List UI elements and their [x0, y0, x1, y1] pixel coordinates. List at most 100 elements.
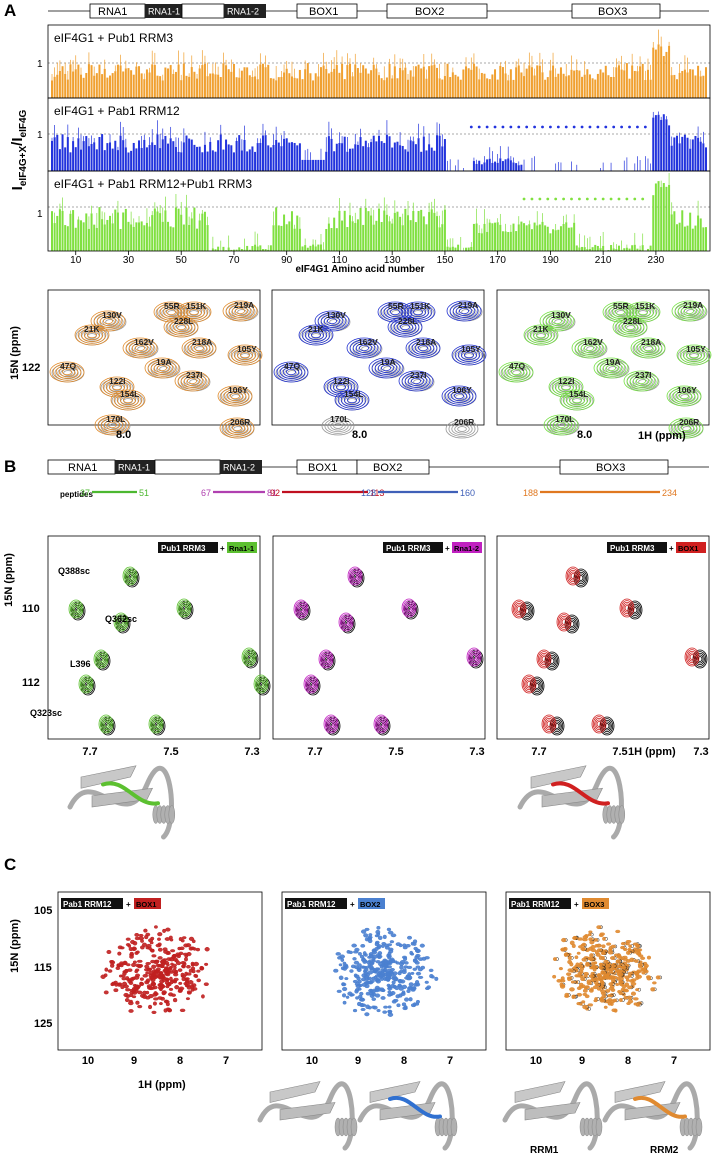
intensity-bar [623, 248, 626, 251]
intensity-bar [370, 70, 373, 98]
peak [156, 937, 161, 941]
intensity-bar [122, 140, 125, 171]
intensity-bar [462, 69, 465, 98]
peak [599, 932, 605, 936]
intensity-bar [565, 76, 568, 98]
domain-b-rna1-2: RNA1-2 [223, 463, 255, 473]
contour-level [172, 322, 190, 332]
peak [388, 1009, 393, 1015]
contour-level [410, 377, 426, 387]
intensity-bar [238, 135, 241, 171]
intensity-bar [222, 246, 225, 251]
peak [552, 974, 557, 979]
intensity-bar [517, 224, 520, 251]
contour-level [570, 573, 576, 579]
intensity-bar [269, 245, 272, 251]
intensity-ratio-ylabel: IeIF4G+X/IeIF4G [9, 109, 29, 190]
peak [589, 953, 594, 958]
contour-level [93, 649, 109, 669]
contour-level [131, 343, 149, 353]
peak [354, 947, 360, 952]
peak [602, 936, 606, 941]
intensity-bar [209, 141, 212, 171]
intensity-bar [169, 65, 172, 98]
contour-level [689, 654, 695, 660]
peak [117, 951, 122, 956]
intensity-bar [475, 66, 478, 98]
intensity-bar [683, 134, 686, 171]
contour-level [234, 307, 246, 315]
helix-turn [695, 1117, 703, 1137]
intensity-bar [119, 228, 122, 251]
contour-level [94, 651, 108, 667]
ligand-tag-bg [452, 542, 482, 553]
peptide-start: 67 [201, 488, 211, 498]
intensity-bar [636, 248, 639, 251]
xtick-7.5: 7.5 [163, 746, 178, 758]
intensity-bar [662, 183, 665, 251]
contour-level [177, 325, 187, 331]
intensity-bar [319, 244, 322, 251]
intensity-bar [264, 67, 267, 98]
intensity-bar [454, 74, 457, 98]
intensity-bar [420, 68, 423, 98]
peak-label-228L: 228L [623, 316, 642, 326]
contour-level [596, 721, 602, 727]
peak [369, 961, 375, 966]
intensity-bar [69, 213, 72, 251]
intensity-bar [203, 211, 206, 251]
intensity-bar [235, 77, 238, 98]
contour-level [595, 719, 603, 729]
contour-level [602, 719, 612, 733]
intensity-bar [383, 142, 386, 171]
intensity-bar [702, 227, 705, 251]
peak [386, 971, 390, 977]
intensity-bar [409, 70, 412, 98]
protein-tag-bg [61, 898, 123, 909]
panel-b-ylabel: 15N (ppm) [3, 553, 15, 607]
intensity-bar [180, 214, 183, 251]
intensity-bar [251, 246, 254, 251]
intensity-bar [486, 231, 489, 251]
contour-level [608, 366, 618, 372]
panel-a-xunit: 1H (ppm) [638, 430, 686, 442]
intensity-bar [217, 74, 220, 98]
domain-b-box2: BOX2 [373, 462, 402, 474]
intensity-bar [148, 72, 151, 98]
contour-level [81, 677, 91, 691]
contour-level [546, 721, 552, 727]
peak [626, 995, 633, 1000]
intensity-bar [559, 226, 562, 251]
peak-label-L396: L396 [70, 659, 91, 669]
intensity-bar [430, 65, 433, 98]
intensity-bar [156, 75, 159, 98]
intensity-bar [699, 218, 702, 251]
contour-level [604, 723, 610, 729]
contour-level [560, 617, 568, 627]
domain-b-rna1: RNA1 [68, 462, 97, 474]
peptide-start: 188 [523, 488, 538, 498]
contour-level [583, 344, 595, 352]
intensity-bar [536, 225, 539, 251]
peak [364, 1012, 370, 1017]
intensity-bar [335, 65, 338, 98]
peak [181, 936, 187, 940]
intensity-bar [238, 77, 241, 98]
intensity-bar [132, 74, 135, 98]
intensity-bar [422, 216, 425, 251]
peak [170, 962, 174, 966]
peak [199, 966, 204, 971]
contour-level [626, 325, 636, 331]
ligand-tag: BOX2 [360, 900, 380, 909]
intensity-bar [567, 227, 570, 251]
intensity-bar [180, 152, 183, 171]
peak [623, 989, 629, 993]
intensity-bar [654, 183, 657, 251]
peak [136, 959, 143, 963]
intensity-bar [404, 208, 407, 251]
intensity-bar [225, 139, 228, 171]
intensity-bar [130, 224, 133, 251]
peak [185, 997, 191, 1001]
intensity-bar [396, 78, 399, 98]
contour-level [441, 385, 477, 407]
